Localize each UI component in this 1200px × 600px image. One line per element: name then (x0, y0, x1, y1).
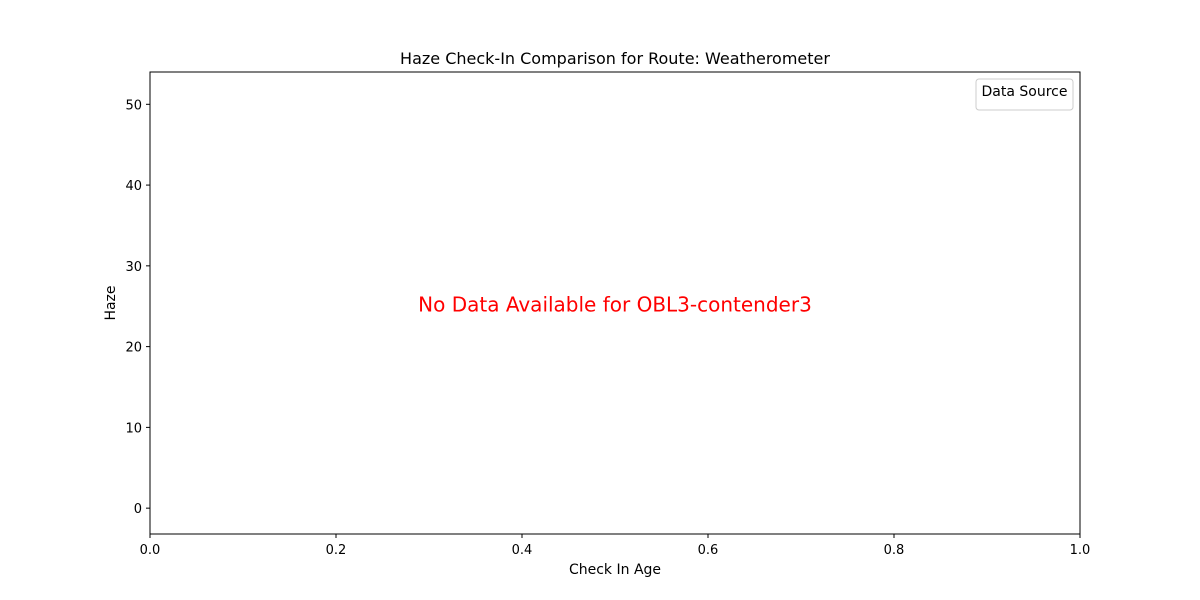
y-tick-label: 50 (125, 98, 142, 113)
plot-area (149, 71, 1081, 535)
x-axis-ticks: 0.0 0.2 0.4 0.6 0.8 1.0 (140, 534, 1091, 558)
y-tick-label: 10 (125, 421, 142, 436)
y-axis-ticks: 0 10 20 30 40 50 (125, 98, 150, 517)
no-data-annotation: No Data Available for OBL3-contender3 (418, 293, 812, 317)
y-tick-label: 0 (134, 502, 142, 517)
legend: Data Source (975, 78, 1074, 111)
x-tick-label: 1.0 (1070, 543, 1091, 558)
x-tick-label: 0.0 (140, 543, 161, 558)
x-tick-label: 0.6 (698, 543, 719, 558)
x-tick-label: 0.4 (512, 543, 533, 558)
y-tick-label: 30 (125, 260, 142, 275)
x-tick-label: 0.8 (884, 543, 905, 558)
y-tick-label: 40 (125, 179, 142, 194)
legend-title: Data Source (982, 84, 1068, 100)
legend-box (975, 78, 1074, 111)
chart-title: Haze Check-In Comparison for Route: Weat… (400, 49, 830, 68)
x-tick-label: 0.2 (326, 543, 347, 558)
x-axis-label: Check In Age (569, 562, 661, 578)
y-axis-label: Haze (103, 285, 119, 320)
y-tick-label: 20 (125, 341, 142, 356)
